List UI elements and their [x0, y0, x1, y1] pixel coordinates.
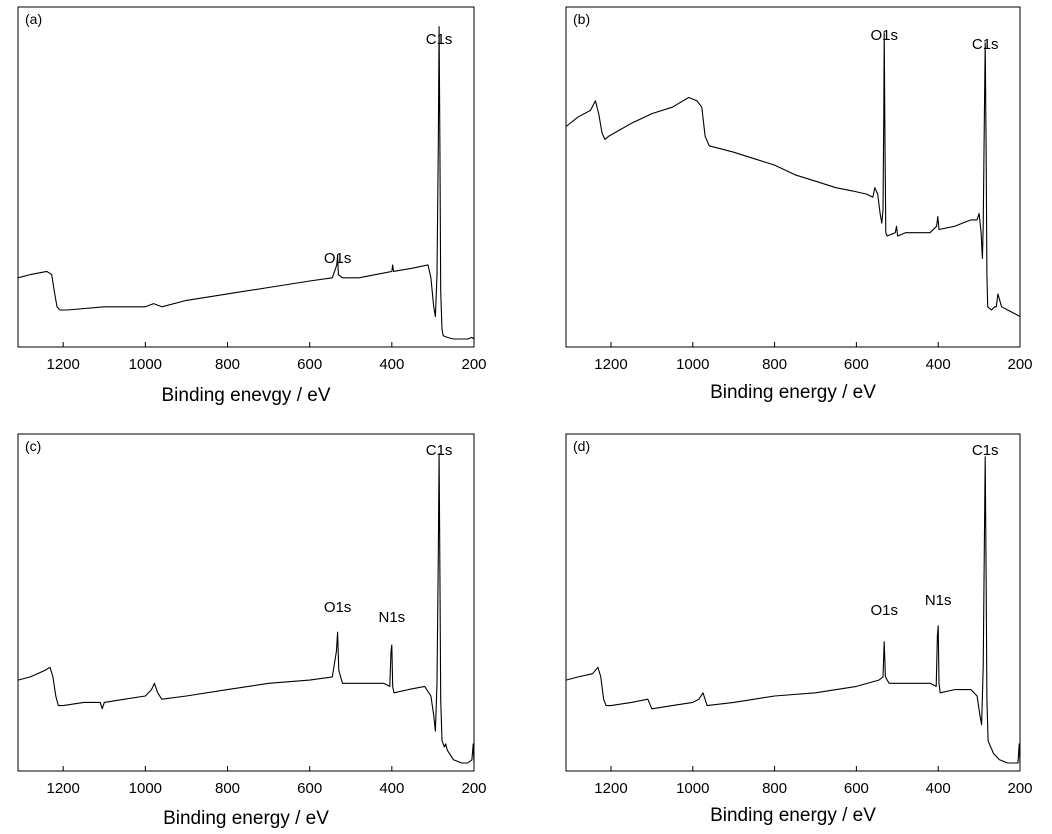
x-axis-title: Binding energy / eV — [163, 808, 329, 829]
panel-label: (b) — [573, 11, 590, 27]
panel-label: (d) — [573, 438, 590, 454]
x-axis-title: Binding energy / eV — [710, 805, 876, 826]
x-tick-label: 400 — [926, 780, 951, 797]
spectrum-line — [17, 26, 475, 340]
peak-label-n1s: N1s — [378, 609, 405, 626]
x-tick-label: 1000 — [676, 780, 709, 797]
spectrum-line — [565, 456, 1021, 764]
x-tick-label: 600 — [297, 780, 322, 797]
plot-frame — [565, 433, 1021, 772]
x-tick-label: 400 — [379, 356, 404, 373]
panel-label: (a) — [25, 11, 42, 27]
x-tick-label: 200 — [1007, 780, 1032, 797]
panel-c: 1200 1000 800 600 400 200 Binding energy / eV (… — [17, 433, 487, 829]
peak-label-n1s: N1s — [925, 592, 952, 609]
panel-b: 1200 1000 800 600 400 200 Binding energy / eV (… — [565, 6, 1033, 403]
x-tick-label: 200 — [461, 780, 486, 797]
x-tick-label: 200 — [1007, 356, 1032, 373]
x-tick-label: 800 — [762, 780, 787, 797]
spectrum-line — [17, 453, 475, 764]
x-tick-label: 1200 — [47, 780, 80, 797]
x-tick-label: 1200 — [594, 780, 627, 797]
panel-d: 1200 1000 800 600 400 200 Binding energy / eV (… — [565, 433, 1033, 826]
panel-label: (c) — [25, 438, 41, 454]
spectrum-line — [565, 32, 1021, 317]
peak-label-c1s: C1s — [426, 31, 453, 48]
x-tick-label: 1200 — [47, 356, 80, 373]
peak-label-o1s: O1s — [870, 27, 898, 44]
peak-label-c1s: C1s — [972, 36, 999, 53]
x-tick-label: 1000 — [129, 356, 162, 373]
x-tick-label: 1200 — [594, 356, 627, 373]
plot-frame — [565, 6, 1021, 348]
plot-frame — [17, 6, 475, 348]
x-tick-label: 600 — [844, 356, 869, 373]
plot-frame — [17, 433, 475, 772]
peak-label-c1s: C1s — [426, 442, 453, 459]
x-tick-label: 600 — [297, 356, 322, 373]
x-axis-title: Binding enevgy / eV — [161, 385, 330, 406]
peak-label-o1s: O1s — [324, 250, 352, 267]
x-tick-label: 800 — [215, 780, 240, 797]
peak-label-c1s: C1s — [972, 442, 999, 459]
x-tick-label: 600 — [844, 780, 869, 797]
x-tick-label: 800 — [215, 356, 240, 373]
x-axis-title: Binding energy / eV — [710, 382, 876, 403]
peak-label-o1s: O1s — [870, 602, 898, 619]
x-tick-label: 400 — [926, 356, 951, 373]
x-tick-label: 400 — [379, 780, 404, 797]
x-tick-label: 800 — [762, 356, 787, 373]
x-tick-label: 1000 — [676, 356, 709, 373]
panel-a: 1200 1000 800 600 400 200 Binding enevgy / eV (… — [17, 6, 487, 406]
peak-label-o1s: O1s — [324, 599, 352, 616]
x-tick-label: 200 — [461, 356, 486, 373]
x-tick-label: 1000 — [129, 780, 162, 797]
